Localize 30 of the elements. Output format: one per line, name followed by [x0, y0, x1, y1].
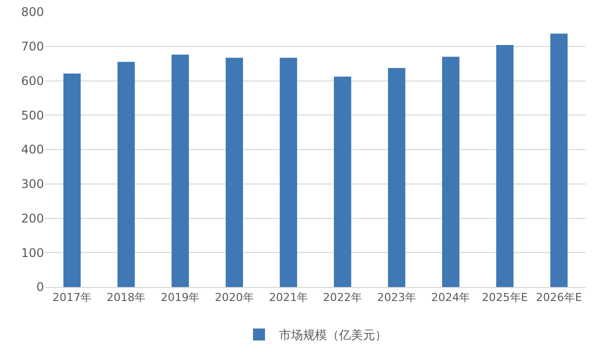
bar — [496, 45, 514, 287]
x-tick-label: 2020年 — [214, 291, 254, 304]
x-tick-label: 2024年 — [431, 291, 470, 304]
y-tick-label: 600 — [21, 74, 44, 88]
y-tick-label: 100 — [21, 246, 44, 260]
y-tick-label: 300 — [21, 177, 44, 192]
x-tick-label: 2021年 — [268, 291, 308, 304]
legend-label: 市场规模（亿美元） — [279, 328, 387, 342]
x-tick-label: 2019年 — [160, 291, 200, 304]
x-tick-label: 2018年 — [106, 291, 146, 304]
x-tick-label: 2023年 — [377, 291, 416, 304]
bar — [388, 68, 406, 287]
bar — [550, 34, 568, 287]
x-tick-label: 2025年E — [482, 291, 528, 304]
y-tick-label: 200 — [21, 211, 44, 226]
x-tick-label: 2017年 — [52, 291, 92, 304]
bar — [280, 58, 298, 287]
bar — [442, 56, 460, 287]
y-tick-label: 800 — [21, 5, 44, 20]
y-tick-label: 400 — [21, 142, 44, 157]
y-tick-label: 500 — [21, 108, 44, 122]
x-tick-label: 2022年 — [323, 291, 362, 304]
y-tick-label: 700 — [21, 40, 44, 54]
bar — [117, 62, 135, 287]
x-tick-label: 2026年E — [536, 291, 582, 304]
bar — [334, 76, 352, 287]
bar — [172, 54, 189, 287]
bar — [226, 58, 244, 287]
y-tick-label: 0 — [36, 280, 44, 294]
bar — [63, 74, 81, 287]
